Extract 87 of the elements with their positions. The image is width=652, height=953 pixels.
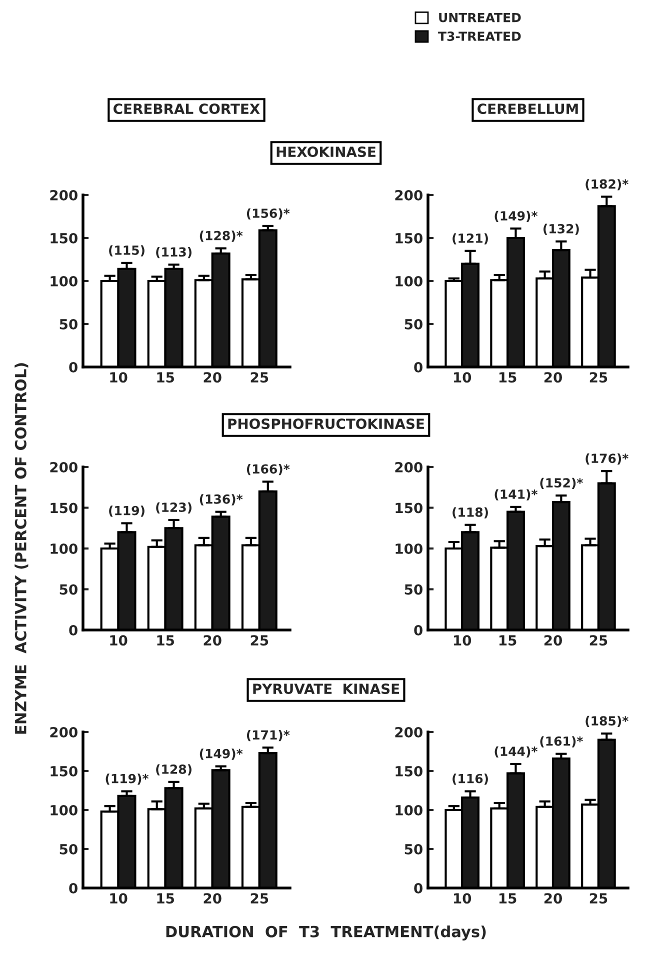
x-tick-label: 15 <box>157 893 174 904</box>
annotation: (119) <box>109 506 144 517</box>
x-tick-label: 25 <box>590 635 608 646</box>
annotation: (152)* <box>540 478 583 490</box>
annotation: (132) <box>543 224 579 235</box>
annotation: (176)* <box>586 453 628 465</box>
text: PYRUVATE KINASE <box>253 684 400 694</box>
x-tick-label: 15 <box>499 372 516 383</box>
y-axis-title: ENZYME ACTIVITY (PERCENT OF CONTROL) <box>14 363 28 734</box>
annotation: (161)* <box>540 736 583 748</box>
y-tick-label: 200 <box>395 462 422 472</box>
y-tick-label: 100 <box>396 804 422 816</box>
y-tick-label: 100 <box>396 276 422 286</box>
x-tick-label: 15 <box>499 893 516 904</box>
y-tick-label: 0 <box>414 882 422 894</box>
y-tick-label: 50 <box>404 844 422 854</box>
annotation: (149)* <box>200 748 243 760</box>
annotation: (115) <box>109 245 144 256</box>
y-tick-label: 200 <box>395 190 422 200</box>
annotation: (136)* <box>200 494 243 506</box>
text: HEXOKINASE <box>276 146 376 158</box>
y-tick-label: 100 <box>50 804 78 816</box>
y-tick-label: 200 <box>50 190 78 200</box>
x-tick-label: 10 <box>454 635 472 646</box>
annotation: (123) <box>156 502 192 514</box>
y-tick-label: 0 <box>69 362 78 372</box>
x-tick-label: 15 <box>499 635 516 646</box>
text: CEREBELLUM <box>478 104 578 114</box>
y-tick-label: 0 <box>414 624 422 636</box>
legend-label: T3-TREATED <box>438 32 521 41</box>
x-tick-label: 25 <box>590 372 608 383</box>
y-tick-label: 0 <box>69 882 78 894</box>
y-tick-label: 50 <box>60 584 78 595</box>
y-tick-label: 150 <box>50 232 78 244</box>
annotation: (149)* <box>494 210 538 222</box>
annotation: (156)* <box>246 208 290 220</box>
annotation: (171)* <box>246 730 290 742</box>
annotation: (141)* <box>494 489 538 500</box>
x-tick-label: 10 <box>110 635 128 646</box>
y-tick-label: 150 <box>396 502 422 514</box>
text: PHOSPHOFRUCTOKINASE <box>228 418 424 430</box>
y-tick-label: 50 <box>404 318 422 330</box>
annotation: (116) <box>452 774 488 785</box>
x-tick-label: 20 <box>204 372 222 383</box>
x-tick-label: 10 <box>454 893 472 904</box>
x-tick-label: 20 <box>204 893 222 904</box>
x-tick-label: 20 <box>204 635 222 646</box>
y-tick-label: 0 <box>414 362 422 372</box>
y-tick-label: 150 <box>50 502 78 514</box>
x-tick-label: 10 <box>454 372 472 383</box>
y-tick-label: 200 <box>395 726 422 738</box>
y-tick-label: 150 <box>50 766 78 776</box>
annotation: (113) <box>156 247 192 258</box>
annotation: (166)* <box>246 464 290 476</box>
annotation: (182)* <box>586 179 628 190</box>
y-tick-label: 0 <box>69 624 78 636</box>
x-tick-label: 10 <box>110 372 128 383</box>
annotation: (119)* <box>106 774 149 785</box>
x-tick-label: 10 <box>110 893 128 904</box>
y-tick-label: 100 <box>396 543 422 554</box>
x-tick-label: 25 <box>590 893 608 904</box>
y-tick-label: 150 <box>396 232 422 244</box>
y-tick-label: 200 <box>50 726 78 738</box>
x-tick-label: 25 <box>250 372 268 383</box>
text: CEREBRAL CORTEX <box>114 104 260 114</box>
x-axis-title: DURATION OF T3 TREATMENT(days) <box>166 926 486 940</box>
x-tick-label: 20 <box>544 635 562 646</box>
x-tick-label: 25 <box>250 893 268 904</box>
annotation: (118) <box>452 507 488 518</box>
y-tick-label: 200 <box>50 462 78 472</box>
annotation: (144)* <box>494 746 538 758</box>
legend-label: UNTREATED <box>439 12 521 22</box>
annotation: (185)* <box>586 716 628 728</box>
x-tick-label: 15 <box>157 372 174 383</box>
x-tick-label: 15 <box>157 635 174 646</box>
annotation: (128)* <box>200 230 243 242</box>
annotation: (121) <box>452 233 488 244</box>
y-tick-label: 150 <box>396 766 422 776</box>
y-tick-label: 100 <box>50 276 78 286</box>
x-tick-label: 20 <box>544 893 562 904</box>
y-tick-label: 100 <box>50 543 78 554</box>
annotation: (128) <box>156 764 192 776</box>
x-tick-label: 20 <box>544 372 562 383</box>
y-tick-label: 50 <box>60 844 78 854</box>
y-tick-label: 50 <box>60 318 78 330</box>
y-tick-label: 50 <box>404 584 422 595</box>
x-tick-label: 25 <box>250 635 268 646</box>
